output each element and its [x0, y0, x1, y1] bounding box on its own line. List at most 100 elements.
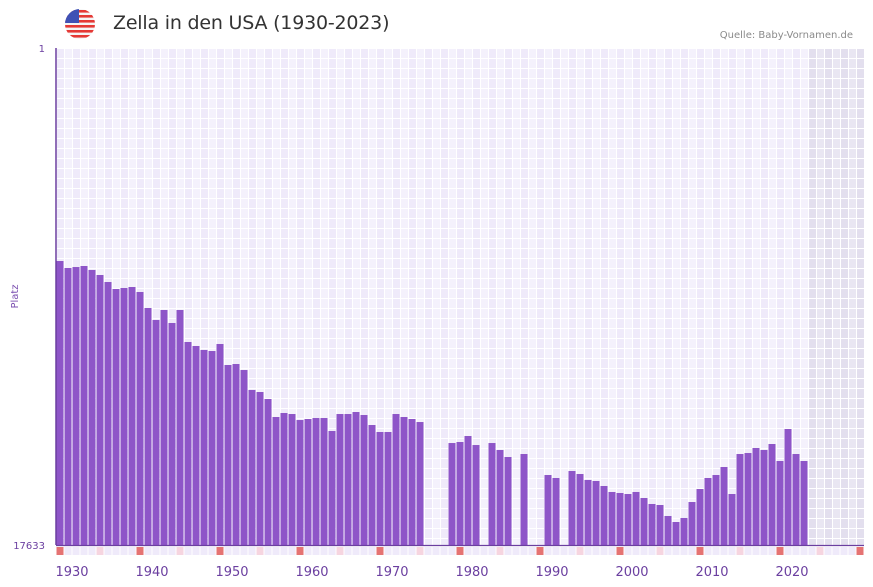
grid-cell [201, 229, 208, 238]
grid-cell [569, 129, 576, 138]
grid-cell [745, 99, 752, 108]
grid-cell [697, 219, 704, 228]
grid-cell [729, 299, 736, 308]
grid-cell [81, 49, 88, 58]
grid-cell [257, 349, 264, 358]
grid-cell [145, 209, 152, 218]
grid-cell [681, 379, 688, 388]
grid-cell [297, 49, 304, 58]
grid-cell [521, 329, 528, 338]
grid-cell [585, 219, 592, 228]
grid-cell [153, 219, 160, 228]
grid-cell [785, 49, 792, 58]
grid-cell [521, 189, 528, 198]
grid-cell [305, 169, 312, 178]
grid-cell [313, 269, 320, 278]
grid-cell [793, 169, 800, 178]
grid-cell [377, 249, 384, 258]
grid-cell [385, 249, 392, 258]
grid-cell [593, 179, 600, 188]
grid-cell [769, 129, 776, 138]
grid-cell [769, 439, 776, 448]
grid-cell [497, 319, 504, 328]
grid-cell [577, 209, 584, 218]
grid-cell [657, 419, 664, 428]
grid-cell [617, 69, 624, 78]
grid-cell [257, 129, 264, 138]
grid-cell [689, 269, 696, 278]
grid-cell [713, 219, 720, 228]
grid-cell [617, 299, 624, 308]
grid-cell [201, 319, 208, 328]
grid-cell [617, 289, 624, 298]
grid-cell [681, 129, 688, 138]
grid-cell [665, 89, 672, 98]
grid-cell [129, 169, 136, 178]
grid-cell [609, 209, 616, 218]
grid-cell [601, 59, 608, 68]
grid-cell [817, 419, 824, 428]
grid-cell [737, 239, 744, 248]
grid-cell [705, 359, 712, 368]
grid-cell [465, 119, 472, 128]
grid-cell [473, 99, 480, 108]
grid-cell [721, 369, 728, 378]
grid-cell [681, 169, 688, 178]
grid-cell [545, 299, 552, 308]
grid-cell [369, 149, 376, 158]
grid-cell [265, 49, 272, 58]
grid-cell [145, 169, 152, 178]
grid-cell [809, 179, 816, 188]
grid-cell [225, 189, 232, 198]
grid-cell [65, 259, 72, 268]
grid-cell [473, 349, 480, 358]
grid-cell [729, 269, 736, 278]
grid-cell [801, 109, 808, 118]
grid-cell [737, 199, 744, 208]
grid-cell [729, 389, 736, 398]
grid-cell [225, 279, 232, 288]
grid-cell [465, 289, 472, 298]
grid-cell [641, 369, 648, 378]
grid-cell [193, 179, 200, 188]
grid-cell [553, 179, 560, 188]
grid-cell [305, 89, 312, 98]
grid-cell [625, 479, 632, 488]
grid-cell [817, 439, 824, 448]
grid-cell [721, 149, 728, 158]
grid-cell [569, 119, 576, 128]
grid-cell [273, 119, 280, 128]
grid-cell [825, 519, 832, 528]
grid-cell [505, 169, 512, 178]
grid-cell [825, 339, 832, 348]
grid-cell [265, 289, 272, 298]
grid-cell [537, 299, 544, 308]
grid-cell [601, 469, 608, 478]
grid-cell [761, 369, 768, 378]
grid-cell [297, 359, 304, 368]
grid-cell [369, 179, 376, 188]
grid-cell [609, 59, 616, 68]
grid-cell [689, 349, 696, 358]
grid-cell [577, 229, 584, 238]
grid-cell [529, 359, 536, 368]
grid-cell [513, 539, 520, 545]
grid-cell [505, 59, 512, 68]
grid-cell [689, 289, 696, 298]
grid-cell [457, 349, 464, 358]
grid-cell [705, 79, 712, 88]
grid-cell [817, 189, 824, 198]
grid-cell [825, 249, 832, 258]
grid-cell [657, 119, 664, 128]
grid-cell [697, 229, 704, 238]
grid-cell [537, 379, 544, 388]
grid-cell [457, 329, 464, 338]
grid-cell [673, 409, 680, 418]
grid-cell [697, 249, 704, 258]
grid-cell [241, 229, 248, 238]
grid-cell [145, 249, 152, 258]
grid-cell [513, 409, 520, 418]
grid-cell [697, 119, 704, 128]
grid-cell [217, 269, 224, 278]
grid-cell [633, 109, 640, 118]
